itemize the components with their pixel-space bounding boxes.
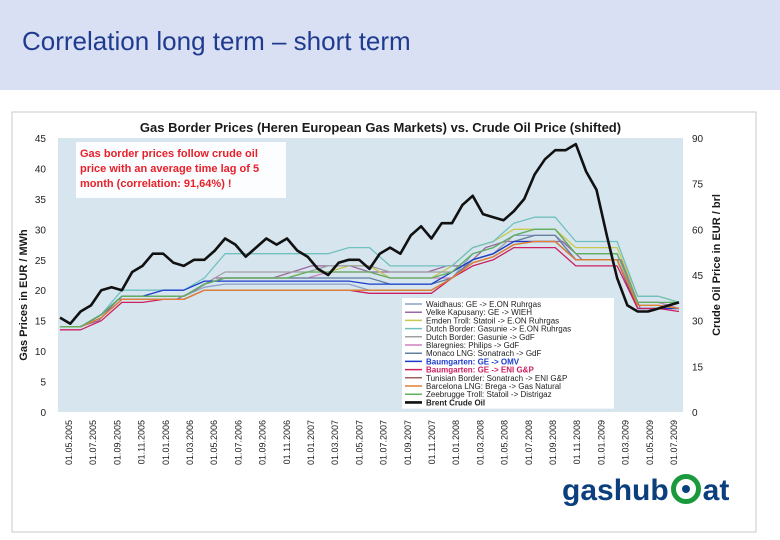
chart-title: Gas Border Prices (Heren European Gas Ma… bbox=[140, 120, 621, 135]
y2-tick-label: 45 bbox=[692, 271, 704, 282]
x-tick-label: 01.07.2006 bbox=[233, 420, 243, 465]
x-tick-label: 01.05.2009 bbox=[645, 420, 655, 465]
legend-box bbox=[402, 298, 614, 409]
y2-tick-label: 60 bbox=[692, 225, 704, 236]
legend-label: Waidhaus: GE -> E.ON Ruhrgas bbox=[426, 300, 541, 309]
legend-label: Velke Kapusany: GE -> WIEH bbox=[426, 308, 532, 317]
legend-label: Barcelona LNG: Brega -> Gas Natural bbox=[426, 382, 561, 391]
y-tick-label: 15 bbox=[35, 317, 47, 328]
legend-label: Emden Troll: Statoil -> E.ON Ruhrgas bbox=[426, 316, 559, 325]
x-tick-label: 01.09.2008 bbox=[548, 420, 558, 465]
y2-tick-label: 30 bbox=[692, 317, 704, 328]
legend-label: Dutch Border: Gasunie -> E.ON Ruhrgas bbox=[426, 325, 571, 334]
y2-tick-label: 0 bbox=[692, 408, 698, 419]
slide-title: Correlation long term – short term bbox=[22, 26, 411, 56]
x-tick-label: 01.09.2005 bbox=[112, 420, 122, 465]
legend-label: Baumgarten: GE -> OMV bbox=[426, 357, 520, 366]
y-tick-label: 0 bbox=[40, 408, 46, 419]
x-tick-label: 01.07.2009 bbox=[669, 420, 679, 465]
x-tick-label: 01.03.2007 bbox=[330, 420, 340, 465]
x-tick-label: 01.01.2007 bbox=[306, 420, 316, 465]
legend-label: Monaco LNG: Sonatrach -> GdF bbox=[426, 349, 542, 358]
legend-label: Baumgarten: GE -> ENI G&P bbox=[426, 366, 534, 375]
y-axis-label: Gas Prices in EUR / MWh bbox=[18, 229, 30, 361]
series-line bbox=[59, 142, 680, 326]
y-tick-label: 35 bbox=[35, 195, 47, 206]
series-line bbox=[60, 240, 680, 328]
annotation-box bbox=[76, 142, 286, 198]
x-tick-label: 01.03.2006 bbox=[185, 420, 195, 465]
x-tick-label: 01.05.2008 bbox=[500, 420, 510, 465]
y-tick-label: 10 bbox=[35, 347, 47, 358]
x-tick-label: 01.03.2008 bbox=[475, 420, 485, 465]
logo-ring-icon bbox=[670, 474, 701, 504]
legend-label: Zeebrugge Troll: Statoil -> Distrigaz bbox=[426, 390, 552, 399]
x-tick-label: 01.09.2006 bbox=[258, 420, 268, 465]
x-tick-label: 01.07.2008 bbox=[524, 420, 534, 465]
y-tick-label: 20 bbox=[35, 286, 47, 297]
x-tick-label: 01.11.2005 bbox=[137, 420, 147, 464]
y-tick-label: 25 bbox=[35, 256, 47, 267]
logo-left-text: gashub bbox=[562, 474, 669, 507]
y-tick-label: 30 bbox=[35, 225, 47, 236]
x-tick-label: 01.11.2008 bbox=[572, 420, 582, 464]
y-tick-label: 45 bbox=[35, 134, 47, 145]
x-tick-label: 01.09.2007 bbox=[403, 420, 413, 465]
y-tick-label: 40 bbox=[35, 164, 47, 175]
header-band bbox=[0, 0, 780, 90]
series-line bbox=[60, 228, 679, 328]
x-tick-label: 01.01.2008 bbox=[451, 420, 461, 465]
gashub-logo: gashub at bbox=[562, 474, 729, 508]
x-tick-label: 01.11.2006 bbox=[282, 420, 292, 464]
x-tick-label: 01.03.2009 bbox=[621, 420, 631, 465]
x-tick-label: 01.07.2007 bbox=[379, 420, 389, 465]
x-tick-label: 01.05.2006 bbox=[209, 420, 219, 465]
legend-label: Dutch Border: Gasunie -> GdF bbox=[426, 333, 535, 342]
y2-axis-label: Crude Oil Price in EUR / brl bbox=[711, 194, 723, 336]
y2-tick-label: 15 bbox=[692, 362, 704, 373]
annotation-text: month (correlation: 91,64%) ! bbox=[80, 178, 232, 190]
logo-right-text: at bbox=[702, 474, 730, 507]
x-tick-label: 01.11.2007 bbox=[427, 420, 437, 464]
x-tick-label: 01.07.2005 bbox=[88, 420, 98, 465]
legend-label: Tunisian Border: Sonatrach -> ENI G&P bbox=[426, 374, 567, 383]
x-tick-label: 01.05.2005 bbox=[64, 420, 74, 465]
y-tick-label: 5 bbox=[40, 378, 46, 389]
legend-label: Blaregnies: Philips -> GdF bbox=[426, 341, 519, 350]
annotation-text: price with an average time lag of 5 bbox=[80, 163, 259, 175]
x-tick-label: 01.01.2006 bbox=[161, 420, 171, 465]
legend-label: Brent Crude Oil bbox=[426, 398, 485, 407]
correlation-chart: Gas Border Prices (Heren European Gas Ma… bbox=[11, 111, 757, 533]
y2-tick-label: 75 bbox=[692, 180, 704, 191]
x-tick-label: 01.05.2007 bbox=[354, 420, 364, 465]
annotation-text: Gas border prices follow crude oil bbox=[80, 148, 258, 160]
x-tick-label: 01.01.2009 bbox=[596, 420, 606, 465]
y2-tick-label: 90 bbox=[692, 134, 704, 145]
